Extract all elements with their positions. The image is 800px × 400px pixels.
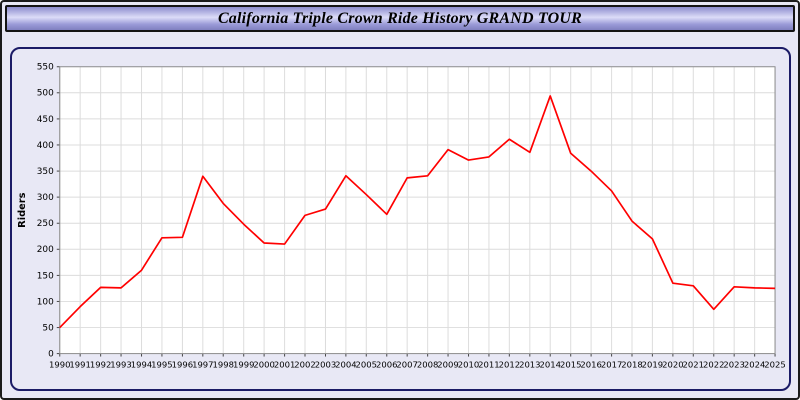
svg-text:1994: 1994 — [131, 359, 152, 369]
svg-text:1996: 1996 — [172, 359, 193, 369]
svg-text:250: 250 — [37, 219, 54, 229]
svg-text:100: 100 — [37, 297, 54, 307]
svg-text:300: 300 — [37, 193, 54, 203]
svg-text:450: 450 — [37, 115, 54, 125]
svg-text:0: 0 — [48, 350, 54, 360]
svg-text:2000: 2000 — [253, 359, 274, 369]
svg-text:2024: 2024 — [744, 359, 765, 369]
svg-text:2007: 2007 — [396, 359, 417, 369]
svg-text:50: 50 — [42, 324, 54, 334]
svg-text:2019: 2019 — [642, 359, 663, 369]
svg-text:2003: 2003 — [315, 359, 336, 369]
svg-text:2023: 2023 — [723, 359, 744, 369]
chart-panel: 1990 1991 1992 1993 1994 1995 1996 1997 1998 1999… — [10, 47, 791, 391]
svg-text:2014: 2014 — [539, 359, 560, 369]
svg-text:2012: 2012 — [499, 359, 520, 369]
svg-text:200: 200 — [37, 245, 54, 255]
svg-text:2002: 2002 — [294, 359, 315, 369]
svg-text:500: 500 — [37, 89, 54, 99]
svg-text:2021: 2021 — [683, 359, 704, 369]
svg-text:2017: 2017 — [601, 359, 622, 369]
page-title: California Triple Crown Ride History GRA… — [217, 9, 583, 27]
svg-text:2015: 2015 — [560, 359, 581, 369]
svg-text:1992: 1992 — [90, 359, 111, 369]
svg-text:350: 350 — [37, 167, 54, 177]
svg-text:550: 550 — [37, 63, 54, 73]
ride-history-chart: 1990199119921993199419951996199719981999… — [17, 63, 785, 370]
svg-text:2004: 2004 — [335, 359, 356, 369]
svg-text:2001: 2001 — [274, 359, 295, 369]
svg-text:1991: 1991 — [69, 359, 90, 369]
svg-text:1995: 1995 — [151, 359, 172, 369]
svg-text:2020: 2020 — [662, 359, 683, 369]
svg-text:Riders: Riders — [17, 192, 28, 227]
svg-text:1999: 1999 — [233, 359, 254, 369]
svg-text:2013: 2013 — [519, 359, 540, 369]
svg-text:2005: 2005 — [356, 359, 377, 369]
svg-text:1990: 1990 — [49, 359, 70, 369]
svg-text:1993: 1993 — [110, 359, 131, 369]
svg-text:2018: 2018 — [621, 359, 642, 369]
svg-text:2006: 2006 — [376, 359, 397, 369]
svg-text:150: 150 — [37, 271, 54, 281]
svg-text:2008: 2008 — [417, 359, 438, 369]
title-bar: California Triple Crown Ride History GRA… — [5, 5, 795, 32]
svg-text:1998: 1998 — [212, 359, 233, 369]
svg-text:2016: 2016 — [580, 359, 601, 369]
svg-text:2025: 2025 — [764, 359, 785, 369]
svg-text:2010: 2010 — [458, 359, 479, 369]
svg-text:2011: 2011 — [478, 359, 499, 369]
svg-text:400: 400 — [37, 141, 54, 151]
svg-text:2022: 2022 — [703, 359, 724, 369]
svg-text:2009: 2009 — [437, 359, 458, 369]
svg-text:1997: 1997 — [192, 359, 213, 369]
